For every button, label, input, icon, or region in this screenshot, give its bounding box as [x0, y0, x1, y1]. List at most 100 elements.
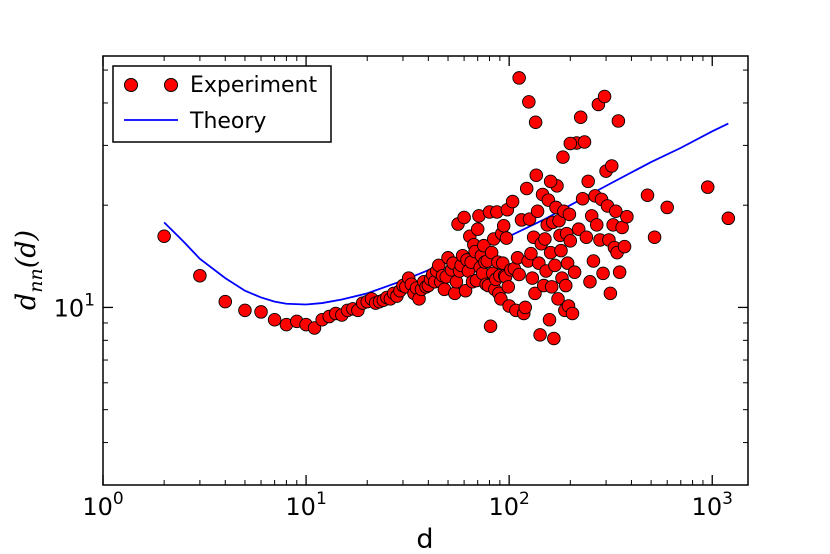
experiment-point: [307, 321, 322, 335]
experiment-point: [525, 271, 540, 285]
experiment-point: [522, 212, 537, 226]
experiment-point: [551, 292, 565, 306]
x-tick-label-base: 10: [692, 493, 723, 521]
y-axis-title-subscript: nn: [25, 268, 47, 292]
experiment-point: [609, 204, 623, 218]
experiment-point: [640, 188, 655, 202]
experiment-point: [586, 254, 601, 268]
experiment-point: [647, 230, 662, 244]
experiment-point: [501, 280, 516, 294]
experiment-point: [524, 246, 538, 261]
experiment-point: [562, 207, 577, 222]
experiment-point: [660, 200, 674, 215]
experiment-point: [519, 181, 534, 196]
y-tick-label-exponent: 1: [84, 290, 95, 310]
x-tick-label-exponent: 2: [519, 489, 530, 509]
experiment-point: [597, 89, 612, 104]
y-tick-label: 101: [54, 290, 95, 322]
experiment-series: [157, 71, 736, 346]
experiment-point: [483, 319, 498, 334]
x-tick-label-base: 10: [285, 493, 316, 521]
y-axis-title-base: d: [11, 293, 42, 310]
experiment-point: [496, 218, 511, 233]
minor-ticks: [103, 56, 748, 485]
legend-experiment-marker-2: [164, 78, 178, 92]
experiment-point: [556, 150, 570, 164]
experiment-point: [611, 114, 626, 128]
x-tick-label: 100: [82, 489, 123, 521]
legend-experiment-label: Experiment: [190, 73, 317, 98]
y-tick-label-base: 10: [54, 294, 85, 322]
experiment-point: [484, 245, 499, 260]
experiment-point: [499, 231, 514, 245]
experiment-point: [612, 265, 627, 279]
experiment-point: [700, 180, 715, 194]
experiment-point: [512, 267, 526, 282]
experiment-point: [573, 110, 588, 125]
experiment-point: [575, 191, 590, 206]
y-tick-labels: 101: [54, 290, 95, 322]
theory-line: [163, 122, 729, 306]
experiment-point: [193, 268, 207, 283]
experiment-point: [547, 331, 561, 346]
experiment-point: [590, 218, 604, 232]
experiment-point: [560, 256, 575, 270]
experiment-point: [577, 135, 592, 149]
legend-box: [112, 65, 332, 143]
experiment-point: [505, 194, 520, 209]
x-tick-label-exponent: 0: [113, 489, 124, 509]
experiment-point: [543, 174, 558, 189]
experiment-point: [522, 95, 536, 109]
experiment-point: [620, 209, 634, 224]
experiment-point: [605, 159, 619, 173]
experiment-point: [254, 305, 268, 319]
experiment-point: [530, 204, 545, 218]
experiment-point: [512, 71, 526, 85]
experiment-point: [548, 258, 562, 273]
experiment-point: [218, 294, 233, 309]
experiment-point: [563, 234, 578, 248]
experiment-point: [544, 280, 559, 294]
experiment-point: [565, 306, 580, 321]
experiment-point: [528, 115, 543, 129]
experiment-point: [563, 136, 578, 151]
legend-theory-label: Theory: [189, 109, 266, 134]
experiment-point: [617, 239, 632, 254]
experiment-point: [458, 283, 473, 298]
legend-experiment-marker-1: [124, 78, 138, 92]
experiment-point: [538, 232, 552, 246]
experiment-point: [579, 230, 594, 244]
y-axis-title: dnn(d): [11, 230, 47, 310]
experiment-point: [559, 278, 573, 293]
x-tick-labels: 100 101 102 103: [82, 489, 733, 521]
x-tick-label: 101: [285, 489, 326, 521]
experiment-point: [554, 243, 568, 258]
theory-series: [163, 122, 729, 306]
experiment-point: [581, 174, 595, 189]
experiment-point: [457, 210, 471, 225]
experiment-point: [533, 328, 547, 342]
experiment-point: [721, 211, 736, 226]
experiment-point: [470, 222, 485, 236]
experiment-point: [542, 312, 557, 327]
experiment-point: [238, 303, 252, 318]
experiment-point: [157, 229, 171, 244]
experiment-point: [529, 168, 544, 183]
x-tick-label-base: 10: [82, 493, 113, 521]
experiment-point: [528, 286, 542, 301]
experiment-point: [567, 265, 582, 279]
experiment-point: [267, 312, 282, 327]
x-tick-label: 102: [488, 489, 529, 521]
x-tick-label-exponent: 3: [722, 489, 733, 509]
experiment-point: [518, 300, 532, 315]
x-tick-label-base: 10: [488, 493, 519, 521]
x-tick-label: 103: [692, 489, 733, 521]
x-tick-label-exponent: 1: [316, 489, 327, 509]
legend: Experiment Theory: [112, 65, 332, 143]
x-axis-title: d: [416, 524, 433, 554]
experiment-point: [603, 286, 618, 301]
experiment-point: [596, 266, 610, 281]
experiment-point: [583, 275, 597, 289]
